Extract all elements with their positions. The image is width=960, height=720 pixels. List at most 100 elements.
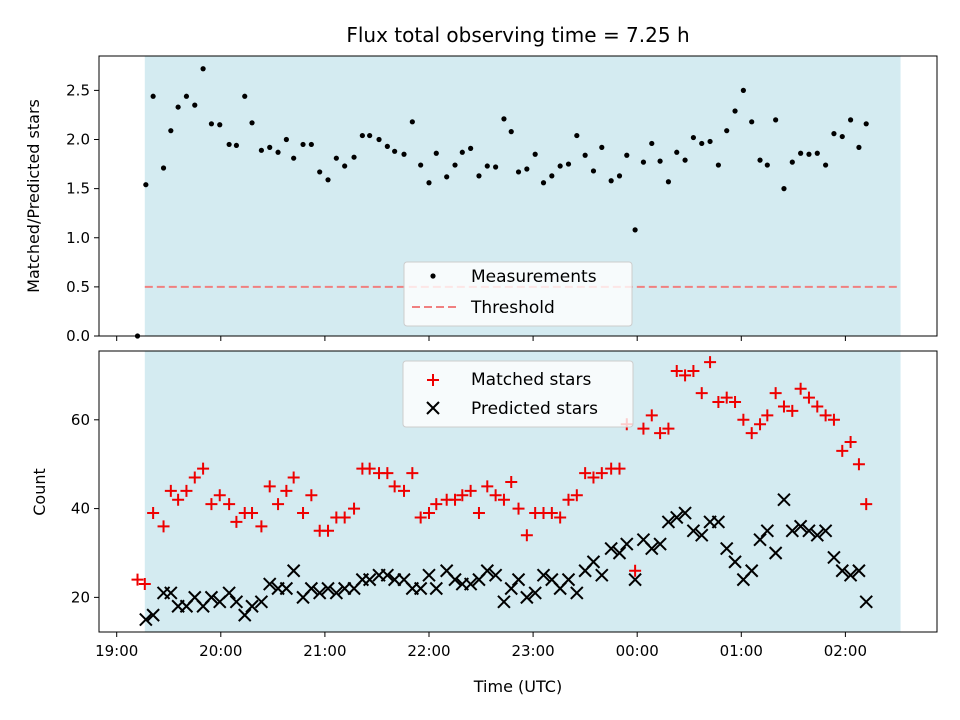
measurement-point (384, 143, 390, 149)
measurement-point (351, 154, 357, 160)
predicted-star-point (628, 572, 642, 587)
predicted-star-point (678, 506, 692, 520)
measurement-point (376, 136, 382, 143)
matched-star-point (720, 391, 733, 404)
x-tick-label: 20:00 (199, 642, 242, 660)
top-y-tick-label: 2.0 (66, 131, 90, 149)
measurement-point (715, 162, 721, 168)
matched-star-point (456, 489, 469, 502)
matched-star-point (464, 484, 477, 497)
predicted-star-point (785, 524, 800, 538)
matched-star-point (449, 493, 462, 506)
predicted-star-point (263, 577, 277, 591)
matched-star-point (554, 511, 567, 524)
matched-star-point (297, 507, 310, 520)
predicted-star-point (570, 586, 584, 600)
matched-star-point (489, 489, 502, 502)
measurement-point (426, 180, 432, 186)
matched-star-point (836, 444, 849, 457)
predicted-star-point (229, 595, 244, 609)
predicted-star-point (329, 586, 344, 600)
measurement-point (409, 119, 415, 125)
predicted-star-point (760, 524, 775, 538)
matched-star-point (188, 471, 201, 484)
predicted-star-point (204, 590, 219, 605)
measurement-point (258, 147, 264, 153)
predicted-star-point (561, 572, 576, 587)
top-y-tick-label: 2.5 (66, 81, 90, 99)
matched-star-point (645, 409, 658, 422)
predicted-star-point (528, 586, 542, 600)
predicted-star-point (536, 568, 551, 582)
measurement-point (781, 186, 787, 192)
matched-star-point (481, 480, 494, 493)
predicted-star-point (429, 581, 443, 596)
measurement-point (757, 157, 763, 163)
matched-star-point (512, 502, 525, 515)
matched-star-point (595, 467, 608, 480)
measurement-point (540, 180, 547, 186)
measurement-point (459, 149, 465, 155)
measurement-point (200, 66, 206, 72)
matched-star-point (745, 427, 758, 440)
matched-star-point (695, 387, 708, 400)
measurement-point (192, 102, 198, 108)
measurement-point (740, 87, 746, 93)
legend-matched-marker (427, 374, 439, 386)
matched-star-point (570, 489, 583, 502)
measurement-point (823, 162, 829, 168)
matched-star-point (305, 489, 318, 502)
measurement-point (493, 164, 499, 170)
measurement-point (233, 142, 240, 149)
measurement-point (690, 134, 697, 141)
bottom-x-ticks: 19:00 20:00 21:00 22:00 23:00 00:00 01:00 02:00 (95, 632, 867, 660)
predicted-star-point (413, 581, 428, 596)
measurement-point (317, 169, 323, 175)
measurement-point (724, 128, 730, 134)
matched-star-point (662, 422, 675, 435)
matched-star-point (230, 515, 243, 528)
measurement-point (624, 152, 630, 158)
matched-star-point (205, 498, 218, 511)
matched-star-point (363, 462, 376, 475)
top-frame (98, 55, 938, 337)
measurement-point (342, 163, 348, 169)
matched-star-point (712, 396, 725, 409)
measurement-point (856, 144, 862, 150)
measurement-point (549, 173, 555, 179)
measurement-point (508, 129, 514, 135)
measurement-point (749, 119, 755, 125)
top-y-ticks: 0.0 0.5 1.0 1.5 2.0 2.5 (66, 81, 99, 345)
matched-star-point (406, 467, 419, 480)
predicted-star-point (422, 568, 436, 582)
predicted-star-point (768, 546, 783, 560)
measurement-point (300, 141, 306, 148)
predicted-star-point (222, 586, 236, 600)
predicted-star-point (777, 493, 791, 507)
measurement-point (476, 173, 482, 179)
predicted-star-point (753, 532, 767, 547)
top-y-axis-label: Matched/Predicted stars (24, 99, 43, 293)
bottom-y-tick-label: 40 (71, 500, 90, 518)
matched-star-point (287, 471, 300, 484)
matched-star-point (654, 427, 667, 440)
measurement-point (814, 150, 820, 156)
measurement-point (608, 178, 614, 184)
predicted-star-point (586, 555, 601, 569)
predicted-star-point (139, 612, 153, 627)
measurement-point (175, 104, 181, 110)
matched-star-point (704, 356, 717, 369)
measurement-point (831, 131, 837, 137)
matched-star-point (338, 511, 351, 524)
matched-star-point (322, 524, 335, 537)
bottom-y-tick-label: 20 (71, 588, 90, 606)
predicted-star-point (321, 581, 335, 596)
measurement-point (557, 163, 563, 169)
matched-star-point (223, 498, 236, 511)
measurement-point (582, 152, 588, 158)
matched-star-point (381, 467, 394, 480)
measurement-point (789, 159, 795, 165)
matched-star-point (505, 475, 518, 488)
matched-star-point (769, 387, 782, 400)
measurement-point (452, 162, 458, 168)
